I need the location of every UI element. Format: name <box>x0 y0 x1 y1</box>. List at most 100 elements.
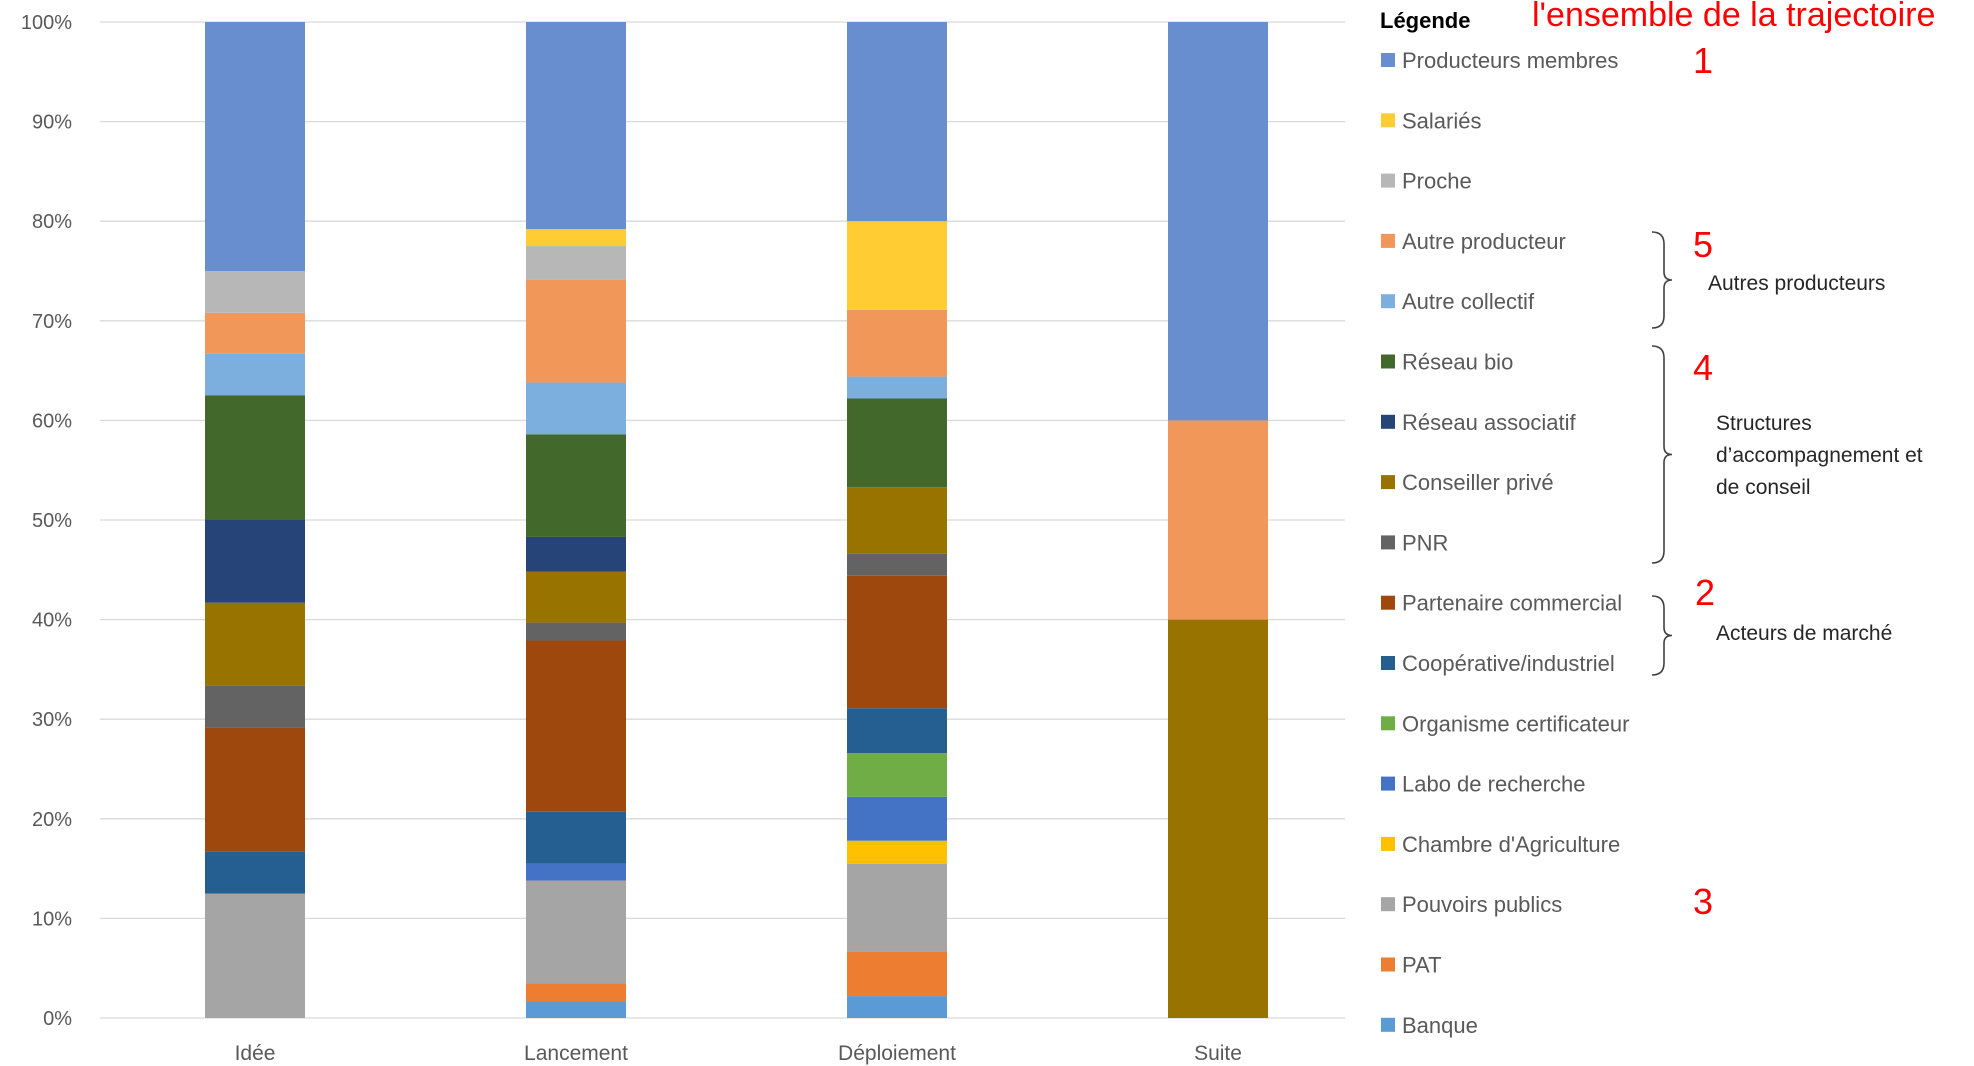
legend-swatch <box>1381 113 1395 128</box>
y-tick-label: 10% <box>32 908 72 930</box>
legend-swatch <box>1381 1017 1395 1032</box>
legend-swatch <box>1381 656 1395 670</box>
bar-segment <box>847 796 947 841</box>
bar-segment <box>526 382 626 435</box>
legend-label: Chambre d'Agriculture <box>1402 832 1620 857</box>
bar-segment <box>526 640 626 812</box>
bar-segment <box>847 376 947 399</box>
bar-segment <box>847 753 947 797</box>
legend-label: Organisme certificateur <box>1402 711 1629 736</box>
legend-swatch <box>1381 716 1395 731</box>
bar-segment <box>1168 420 1268 620</box>
bracket <box>1651 595 1673 676</box>
legend-swatch <box>1381 595 1395 610</box>
bar-segment <box>526 1001 626 1018</box>
bar-segment <box>205 22 305 271</box>
legend-label: Réseau associatif <box>1402 410 1577 435</box>
y-tick-label: 40% <box>32 610 72 632</box>
legend-label: Autre collectif <box>1402 289 1535 314</box>
bar-segment <box>205 893 305 1018</box>
legend-label: Partenaire commercial <box>1402 591 1622 616</box>
x-category-label: Lancement <box>524 1042 628 1065</box>
bar-segment <box>847 221 947 310</box>
bar-segment <box>205 312 305 354</box>
legend-swatch <box>1381 535 1395 550</box>
legend-label: Conseiller privé <box>1402 470 1554 495</box>
legend-label: Proche <box>1402 169 1472 194</box>
legend-swatch <box>1381 836 1395 851</box>
legend-label: Producteurs membres <box>1402 48 1618 73</box>
bar-segment <box>847 553 947 576</box>
group-label: de conseil <box>1716 476 1811 499</box>
bar-segment <box>526 22 626 230</box>
bar-segment <box>526 622 626 641</box>
bracket <box>1651 345 1673 564</box>
legend-label: Autre producteur <box>1402 229 1566 254</box>
legend-label: Labo de recherche <box>1402 772 1585 797</box>
legend-label: Salariés <box>1402 108 1481 133</box>
bar-segment <box>847 996 947 1018</box>
bar-segment <box>526 811 626 864</box>
group-number: 3 <box>1693 881 1713 922</box>
bar-segment <box>526 279 626 383</box>
bar-segment <box>205 520 305 603</box>
bar-segment <box>1168 22 1268 421</box>
bar-segment <box>526 246 626 280</box>
legend-label: Réseau bio <box>1402 350 1513 375</box>
bar-segment <box>847 575 947 709</box>
legend-swatch <box>1381 354 1395 369</box>
legend-swatch <box>1381 475 1395 490</box>
bar-segment <box>847 398 947 488</box>
group-label: Structures <box>1716 412 1812 435</box>
bar-segment <box>847 708 947 754</box>
bar-segment <box>205 685 305 728</box>
bar-segment <box>847 22 947 222</box>
x-category-label: Suite <box>1194 1042 1242 1065</box>
group-number: 4 <box>1693 347 1713 388</box>
bar-segment <box>847 840 947 864</box>
group-label: Autres producteurs <box>1708 272 1885 295</box>
bar-segment <box>205 727 305 852</box>
bar-segment <box>205 851 305 894</box>
y-tick-label: 20% <box>32 809 72 831</box>
legend-label: PAT <box>1402 953 1442 978</box>
legend-swatch <box>1381 53 1395 67</box>
bar-segment <box>205 602 305 686</box>
bar-segment <box>526 536 626 572</box>
group-number: 5 <box>1693 224 1713 265</box>
y-tick-label: 0% <box>43 1008 72 1030</box>
bar-segment <box>847 487 947 554</box>
bracket <box>1651 231 1673 329</box>
legend-swatch <box>1381 173 1395 188</box>
bar-segment <box>526 863 626 881</box>
x-category-label: Idée <box>235 1042 276 1065</box>
legend-title: Légende <box>1380 8 1470 33</box>
legend-swatch <box>1381 294 1395 309</box>
y-tick-label: 80% <box>32 211 72 233</box>
annotation-header: l'ensemble de la trajectoire <box>1532 0 1935 34</box>
bar-segment <box>526 571 626 623</box>
y-tick-label: 50% <box>32 510 72 532</box>
y-tick-label: 30% <box>32 709 72 731</box>
bar-segment <box>526 880 626 984</box>
legend-swatch <box>1381 414 1395 429</box>
legend-label: PNR <box>1402 530 1448 555</box>
bar-segment <box>205 271 305 313</box>
bar-segment <box>847 863 947 952</box>
legend-label: Pouvoirs publics <box>1402 892 1562 917</box>
legend-label: Coopérative/industriel <box>1402 651 1615 676</box>
group-label: d’accompagnement et <box>1716 444 1923 467</box>
legend-swatch <box>1381 233 1395 248</box>
bar-segment <box>205 395 305 520</box>
group-number: 1 <box>1693 40 1713 81</box>
legend-swatch <box>1381 957 1395 972</box>
y-tick-label: 70% <box>32 311 72 333</box>
bar-segment <box>205 353 305 396</box>
y-tick-label: 90% <box>32 112 72 134</box>
y-tick-label: 100% <box>21 12 72 34</box>
group-number: 2 <box>1695 572 1715 613</box>
bar-segment <box>526 434 626 537</box>
bar-segment <box>847 951 947 997</box>
